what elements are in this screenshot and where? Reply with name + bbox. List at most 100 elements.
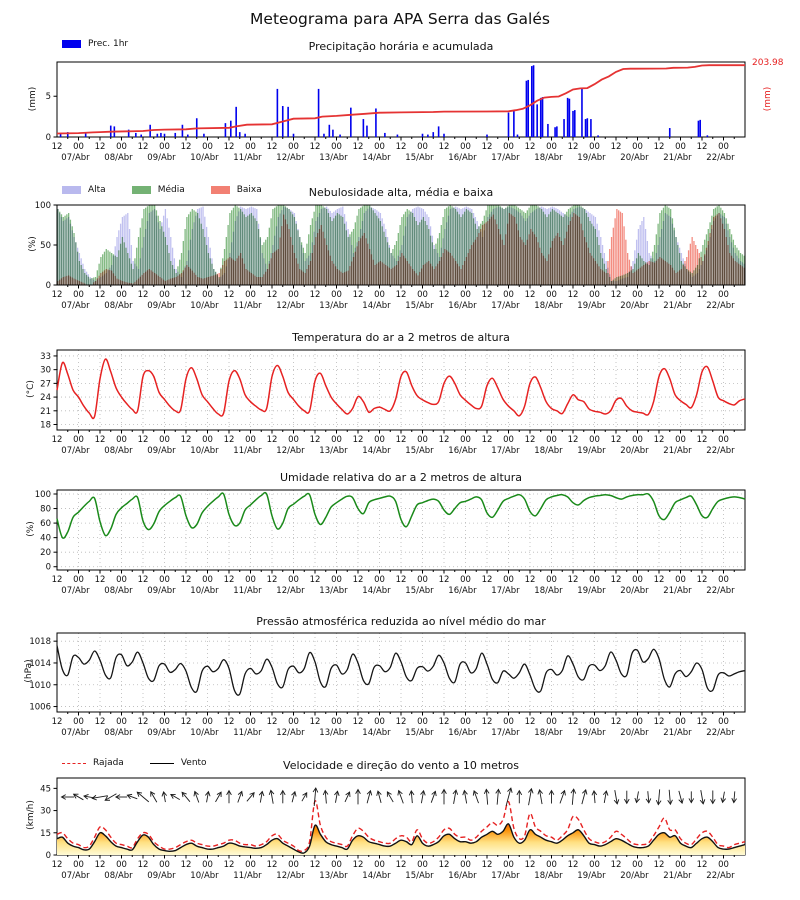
x-hour-label: 12: [181, 717, 192, 727]
x-hour-label: 12: [267, 575, 278, 585]
wind-arrow-icon: [528, 787, 534, 806]
x-hour-label: 00: [331, 575, 342, 585]
x-hour-label: 12: [654, 575, 665, 585]
y-tick-label: 24: [40, 393, 51, 403]
wind-arrow-icon: [246, 791, 255, 802]
cloud-bar: [444, 209, 446, 285]
cloud-bar: [558, 237, 561, 285]
cloud-bar: [162, 231, 165, 285]
cloud-bar: [403, 214, 405, 285]
x-hour-label: 12: [224, 435, 235, 445]
cloud-bar: [447, 206, 450, 285]
cloud-bar: [465, 209, 468, 285]
cloud-bar: [641, 266, 643, 285]
wind-arrow-icon: [237, 790, 244, 803]
x-date-label: 16/Abr: [448, 871, 477, 881]
cloud-bar: [422, 217, 425, 285]
cloud-bar: [148, 205, 150, 285]
x-hour-label: 00: [460, 717, 471, 727]
precip-bar: [556, 126, 558, 137]
cloud-bar: [392, 249, 394, 285]
x-hour-label: 12: [353, 575, 364, 585]
precip-bar: [597, 135, 599, 137]
x-hour-label: 00: [116, 717, 127, 727]
cloud-bar: [580, 223, 582, 285]
cloud-bar: [707, 241, 709, 285]
cloud-bar: [342, 273, 344, 285]
legend-item-prec1hr: Prec. 1hr: [62, 39, 128, 49]
cloud-bar: [57, 209, 59, 285]
cloud-bar: [437, 238, 439, 285]
cloud-bar: [671, 218, 674, 285]
x-hour-label: 12: [224, 575, 235, 585]
cloud-bar: [555, 235, 557, 285]
cloud-bar: [582, 230, 584, 285]
cloud-bar: [410, 211, 412, 285]
cloud-bar: [76, 280, 79, 285]
x-date-label: 09/Abr: [147, 446, 176, 456]
y-tick-label: 45: [40, 784, 51, 794]
cloud-bar: [205, 277, 208, 285]
x-date-label: 17/Abr: [491, 871, 520, 881]
temp-ylabel: (°C): [26, 380, 36, 398]
cloud-bar: [429, 263, 432, 285]
press-ylabel: (hPa): [24, 659, 34, 683]
x-date-label: 18/Abr: [534, 301, 563, 311]
cloud-bar: [231, 258, 233, 285]
wind-arrow-icon: [301, 792, 308, 802]
cloud-bar: [336, 269, 339, 285]
cloud-bar: [338, 214, 340, 285]
cloud-bar: [73, 233, 75, 285]
x-date-label: 17/Abr: [491, 301, 520, 311]
cloud-bar: [69, 276, 72, 285]
cloud-bar: [494, 219, 496, 285]
x-hour-label: 00: [632, 860, 643, 870]
cloud-bar: [132, 269, 134, 285]
cloud-bar: [188, 266, 190, 285]
cloud-bar: [71, 226, 73, 285]
cloud-bar: [598, 245, 600, 285]
x-hour-label: 12: [611, 575, 622, 585]
cloud-bar: [107, 250, 109, 285]
x-hour-label: 00: [202, 860, 213, 870]
x-date-label: 17/Abr: [491, 586, 520, 596]
cloud-bar: [216, 273, 219, 285]
cloud-bar: [530, 229, 532, 285]
x-hour-label: 12: [396, 717, 407, 727]
precip-bar: [203, 133, 205, 137]
x-date-label: 14/Abr: [362, 586, 391, 596]
x-hour-label: 12: [611, 435, 622, 445]
x-hour-label: 12: [267, 290, 278, 300]
precip-bar: [396, 134, 399, 137]
x-hour-label: 00: [159, 142, 170, 152]
wind-arrow-icon: [548, 789, 555, 804]
cloud-bar: [598, 266, 600, 285]
cloud-bar: [136, 247, 138, 285]
cloud-bar: [152, 205, 154, 285]
cloud-bar: [277, 205, 279, 285]
cloud-bar: [229, 257, 231, 285]
cloud-bar: [618, 210, 620, 285]
temp-line: [56, 358, 746, 420]
cloud-bar: [145, 207, 147, 285]
cloud-bar: [159, 221, 161, 285]
y-tick-label: 30: [40, 807, 51, 817]
wind-arrow-icon: [570, 788, 577, 805]
x-date-label: 09/Abr: [147, 301, 176, 311]
cloud-bar: [266, 237, 269, 285]
cloud-bar: [397, 233, 399, 285]
cloud-bar: [343, 223, 346, 285]
x-date-label: 12/Abr: [276, 301, 305, 311]
cloud-bar: [313, 245, 315, 285]
x-hour-label: 12: [310, 860, 321, 870]
cloud-bar: [152, 271, 154, 285]
cloud-bar: [263, 242, 265, 285]
cloud-bar: [127, 253, 129, 285]
cloud-bar: [691, 237, 693, 285]
wind-arrow-icon: [104, 793, 117, 801]
x-date-label: 11/Abr: [233, 301, 262, 311]
x-date-label: 16/Abr: [448, 301, 477, 311]
cloud-bar: [659, 213, 661, 285]
cloud-bar: [93, 282, 95, 285]
precip-bar: [160, 132, 162, 137]
